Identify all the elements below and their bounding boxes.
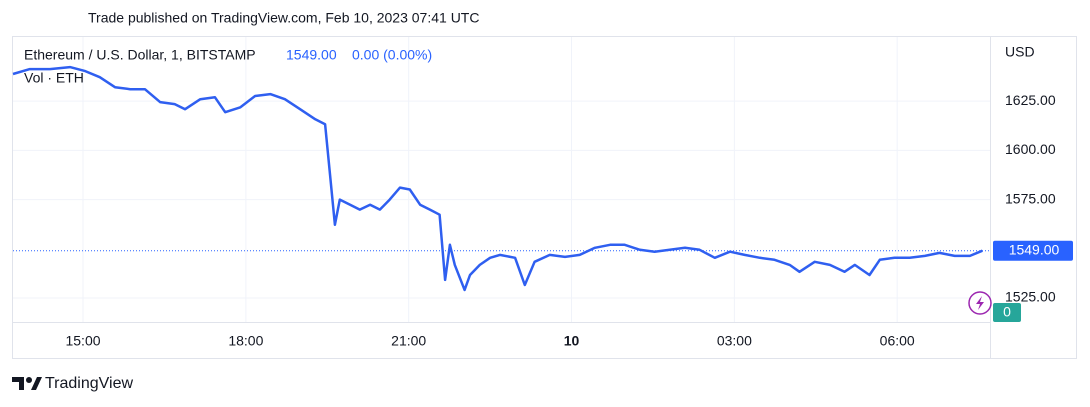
y-tick-label: 1600.00 xyxy=(1005,141,1056,157)
published-note: Trade published on TradingView.com, Feb … xyxy=(88,10,479,26)
symbol-title: Ethereum / U.S. Dollar, 1, BITSTAMP xyxy=(24,47,256,63)
x-tick-label: 06:00 xyxy=(880,333,915,349)
brand-name: TradingView xyxy=(45,375,133,392)
plot xyxy=(12,65,990,292)
x-tick-label: 03:00 xyxy=(717,333,752,349)
axis-unit: USD xyxy=(1005,44,1035,60)
y-tick-label: 1625.00 xyxy=(1005,92,1056,108)
x-tick-label: 21:00 xyxy=(391,333,426,349)
last-price-label: 1549.00 xyxy=(1009,241,1060,257)
header-price: 1549.00 xyxy=(286,47,337,63)
x-tick-label: 15:00 xyxy=(65,333,100,349)
y-tick-label: 1575.00 xyxy=(1005,190,1056,206)
brand-logo xyxy=(12,377,42,390)
header-change: 0.00 (0.00%) xyxy=(352,47,432,63)
volume-badge: 0 xyxy=(1003,304,1011,320)
x-tick-label: 10 xyxy=(564,333,580,349)
last-price-box xyxy=(993,240,1073,261)
grid xyxy=(13,37,990,322)
chart-frame xyxy=(12,36,1077,359)
volume-badge-box xyxy=(993,303,1021,322)
x-tick-label: 18:00 xyxy=(228,333,263,349)
y-tick-label: 1525.00 xyxy=(1005,289,1056,305)
alert-bolt xyxy=(976,296,984,310)
volume-label: Vol · ETH xyxy=(24,70,84,86)
price-line xyxy=(12,65,983,292)
